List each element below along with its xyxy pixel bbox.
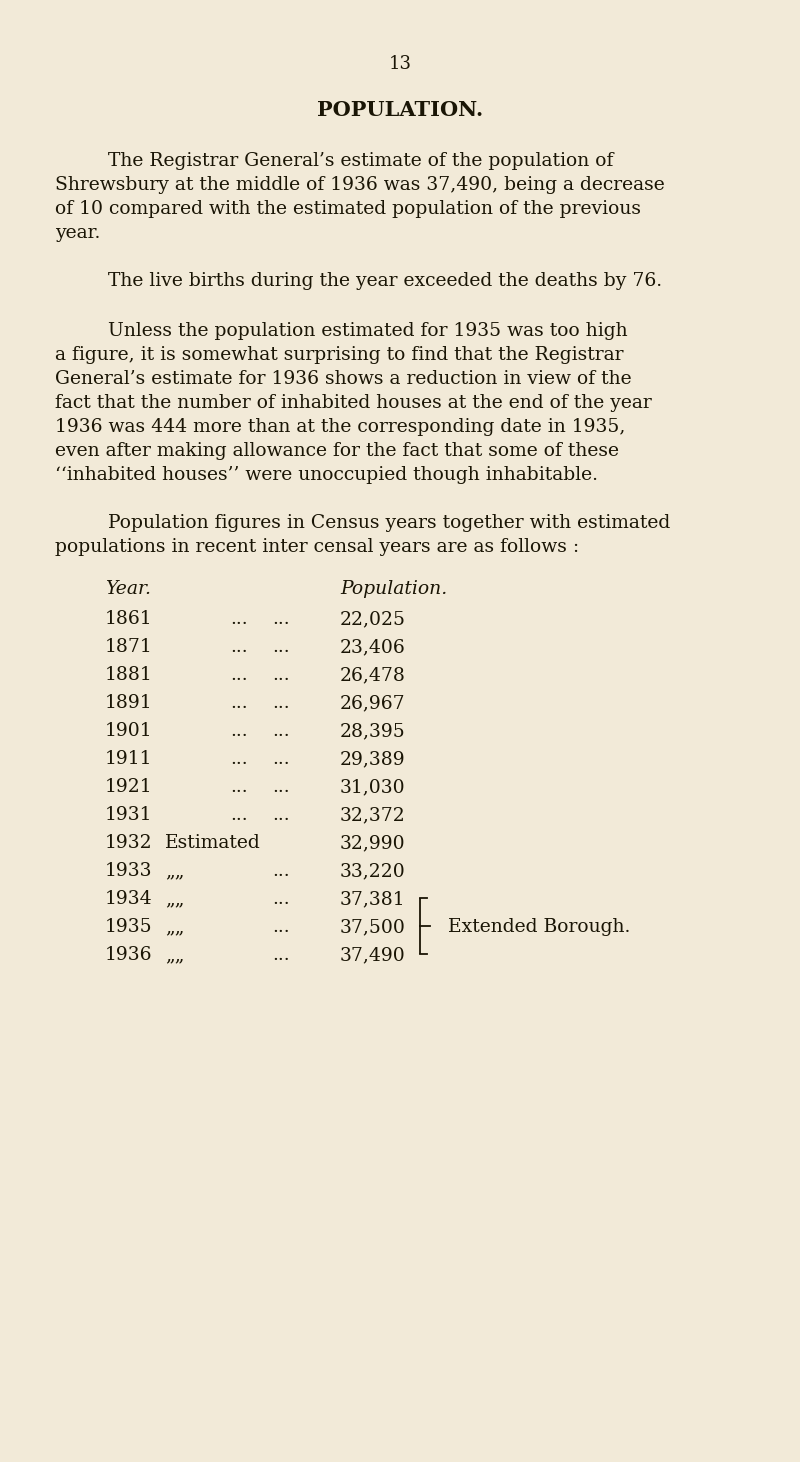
Text: ...: ... (272, 946, 290, 963)
Text: ...: ... (272, 610, 290, 629)
Text: 1881: 1881 (105, 667, 153, 684)
Text: a figure, it is somewhat surprising to find that the Registrar: a figure, it is somewhat surprising to f… (55, 346, 623, 364)
Text: 1911: 1911 (105, 750, 153, 768)
Text: 23,406: 23,406 (340, 637, 406, 656)
Text: ...: ... (272, 637, 290, 656)
Text: ...: ... (272, 667, 290, 684)
Text: populations in recent inter censal years are as follows :: populations in recent inter censal years… (55, 538, 579, 556)
Text: ...: ... (230, 610, 248, 629)
Text: fact that the number of inhabited houses at the end of the year: fact that the number of inhabited houses… (55, 393, 652, 412)
Text: of 10 compared with the estimated population of the previous: of 10 compared with the estimated popula… (55, 200, 641, 218)
Text: Estimated: Estimated (165, 833, 261, 852)
Text: 32,990: 32,990 (340, 833, 406, 852)
Text: ‘‘inhabited houses’’ were unoccupied though inhabitable.: ‘‘inhabited houses’’ were unoccupied tho… (55, 466, 598, 484)
Text: 32,372: 32,372 (340, 806, 406, 825)
Text: The Registrar General’s estimate of the population of: The Registrar General’s estimate of the … (108, 152, 614, 170)
Text: Extended Borough.: Extended Borough. (448, 918, 630, 936)
Text: 1936 was 444 more than at the corresponding date in 1935,: 1936 was 444 more than at the correspond… (55, 418, 626, 436)
Text: ...: ... (272, 722, 290, 740)
Text: 1936: 1936 (105, 946, 153, 963)
Text: 1871: 1871 (105, 637, 153, 656)
Text: 1935: 1935 (105, 918, 153, 936)
Text: „„: „„ (165, 890, 185, 908)
Text: 33,220: 33,220 (340, 863, 406, 880)
Text: 26,478: 26,478 (340, 667, 406, 684)
Text: ...: ... (230, 806, 248, 825)
Text: ...: ... (230, 778, 248, 795)
Text: ...: ... (272, 890, 290, 908)
Text: 37,500: 37,500 (340, 918, 406, 936)
Text: „„: „„ (165, 946, 185, 963)
Text: Population figures in Census years together with estimated: Population figures in Census years toget… (108, 515, 670, 532)
Text: „„: „„ (165, 863, 185, 880)
Text: 1901: 1901 (105, 722, 153, 740)
Text: POPULATION.: POPULATION. (317, 99, 483, 120)
Text: ...: ... (230, 667, 248, 684)
Text: 1933: 1933 (105, 863, 153, 880)
Text: Population.: Population. (340, 580, 447, 598)
Text: 29,389: 29,389 (340, 750, 406, 768)
Text: ...: ... (272, 918, 290, 936)
Text: even after making allowance for the fact that some of these: even after making allowance for the fact… (55, 442, 619, 461)
Text: ...: ... (230, 694, 248, 712)
Text: ...: ... (272, 750, 290, 768)
Text: 1891: 1891 (105, 694, 153, 712)
Text: ...: ... (230, 750, 248, 768)
Text: 31,030: 31,030 (340, 778, 406, 795)
Text: 26,967: 26,967 (340, 694, 406, 712)
Text: „„: „„ (165, 918, 185, 936)
Text: ...: ... (272, 863, 290, 880)
Text: ...: ... (272, 778, 290, 795)
Text: ...: ... (272, 806, 290, 825)
Text: 1931: 1931 (105, 806, 153, 825)
Text: year.: year. (55, 224, 100, 243)
Text: 1934: 1934 (105, 890, 153, 908)
Text: Unless the population estimated for 1935 was too high: Unless the population estimated for 1935… (108, 322, 628, 341)
Text: 1932: 1932 (105, 833, 153, 852)
Text: 28,395: 28,395 (340, 722, 406, 740)
Text: The live births during the year exceeded the deaths by 76.: The live births during the year exceeded… (108, 272, 662, 289)
Text: Year.: Year. (105, 580, 151, 598)
Text: ...: ... (230, 637, 248, 656)
Text: ...: ... (230, 722, 248, 740)
Text: 22,025: 22,025 (340, 610, 406, 629)
Text: 37,490: 37,490 (340, 946, 406, 963)
Text: ...: ... (272, 694, 290, 712)
Text: 1921: 1921 (105, 778, 153, 795)
Text: 1861: 1861 (105, 610, 153, 629)
Text: Shrewsbury at the middle of 1936 was 37,490, being a decrease: Shrewsbury at the middle of 1936 was 37,… (55, 175, 665, 194)
Text: General’s estimate for 1936 shows a reduction in view of the: General’s estimate for 1936 shows a redu… (55, 370, 632, 387)
Text: 37,381: 37,381 (340, 890, 406, 908)
Text: 13: 13 (389, 56, 411, 73)
